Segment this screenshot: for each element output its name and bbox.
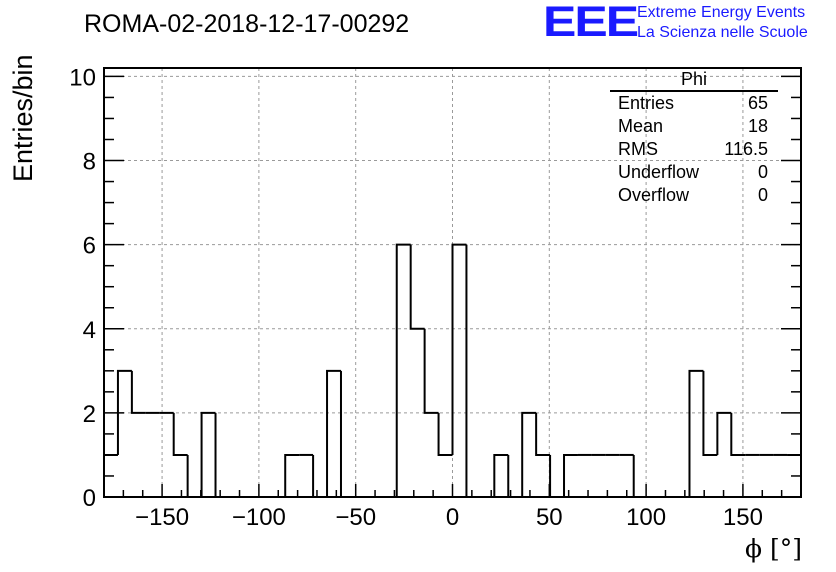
x-tick-label: −50 <box>335 504 376 531</box>
stats-value: 0 <box>757 162 768 182</box>
stats-value: 0 <box>757 185 768 205</box>
stats-label: RMS <box>618 139 658 159</box>
histogram-bin <box>200 411 216 497</box>
histogram-bin <box>312 454 328 498</box>
y-tick-label: 4 <box>83 317 96 344</box>
x-tick-label: 0 <box>446 504 459 531</box>
stats-label: Underflow <box>618 162 700 182</box>
histogram-bin <box>409 244 425 330</box>
y-tick-label: 6 <box>83 233 96 260</box>
histogram-bin <box>493 453 509 497</box>
histogram-bin <box>632 454 648 498</box>
stats-value: 65 <box>747 93 768 113</box>
logo-line-2: La Scienza nelle Scuole <box>637 24 808 41</box>
histogram-bin <box>535 412 551 456</box>
y-tick-label: 0 <box>83 485 96 512</box>
x-tick-label: −150 <box>135 504 189 531</box>
histogram-bin <box>549 454 565 498</box>
histogram-bin <box>423 328 439 414</box>
histogram-bin <box>563 453 578 497</box>
stats-label: Mean <box>618 116 664 136</box>
logo-line-1: Extreme Energy Events <box>637 4 806 21</box>
stats-box: Phi Entries 65 Mean 18 RMS 116.5 Underfl… <box>610 68 778 207</box>
x-tick-label: 150 <box>723 504 763 531</box>
histogram-bin <box>507 454 523 498</box>
histogram-bin <box>395 243 411 497</box>
stats-row-underflow: Underflow 0 <box>610 161 778 184</box>
eee-logo: EEE <box>543 0 639 46</box>
stats-row-mean: Mean 18 <box>610 115 778 138</box>
histogram-bin <box>688 369 704 497</box>
tick-labels: −150 −100 −50 0 50 100 150 0 2 4 6 8 10 <box>69 64 763 531</box>
stats-title: Phi <box>610 68 778 92</box>
stats-value: 116.5 <box>724 139 768 159</box>
histogram-bin <box>787 453 802 497</box>
axis-ticks <box>104 75 801 498</box>
stats-row-overflow: Overflow 0 <box>610 184 778 207</box>
y-tick-label: 10 <box>69 64 96 91</box>
histogram-bin <box>339 370 355 498</box>
histogram-bin <box>465 244 481 498</box>
x-tick-label: 100 <box>626 504 666 531</box>
x-tick-label: −100 <box>232 504 286 531</box>
histogram-bin <box>326 369 341 497</box>
stats-label: Overflow <box>618 185 690 205</box>
histogram-bin <box>451 243 467 455</box>
stats-row-rms: RMS 116.5 <box>610 138 778 161</box>
histogram-bin <box>702 370 718 456</box>
y-tick-label: 2 <box>83 401 96 428</box>
histogram-bin <box>730 412 746 456</box>
histogram-bins <box>103 243 802 498</box>
x-axis-label: ϕ [°] <box>745 534 802 563</box>
y-tick-label: 8 <box>83 149 96 176</box>
histogram-bin <box>172 412 188 456</box>
histogram-bin <box>103 453 118 497</box>
histogram-bin <box>130 370 146 414</box>
run-title: ROMA-02-2018-12-17-00292 <box>84 10 410 38</box>
x-tick-label: 50 <box>536 504 563 531</box>
histogram-bin <box>716 411 732 455</box>
histogram-bin <box>437 412 453 456</box>
stats-row-entries: Entries 65 <box>610 92 778 115</box>
y-axis-label: Entries/bin <box>8 54 38 182</box>
histogram-bin <box>186 454 202 498</box>
histogram-bin <box>284 453 300 497</box>
stats-label: Entries <box>618 93 675 113</box>
stats-value: 18 <box>747 116 768 136</box>
histogram-bin <box>116 369 132 455</box>
histogram-bin <box>214 412 230 498</box>
histogram-bin <box>521 411 537 497</box>
